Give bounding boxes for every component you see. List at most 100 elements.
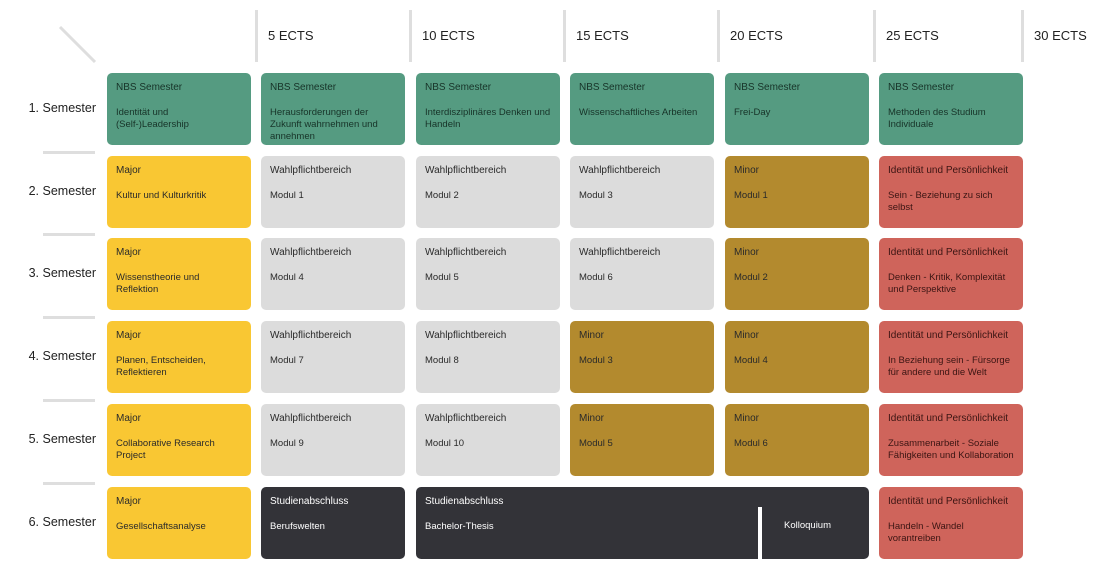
cell-title: Identität und Persönlichkeit [888, 496, 1009, 507]
module-cell: Major Wissenstheorie und Reflektion [107, 238, 251, 310]
cell-title: Wahlpflichtbereich [425, 165, 507, 176]
module-cell: Major Gesellschaftsanalyse [107, 487, 251, 559]
cell-title: Wahlpflichtbereich [579, 247, 661, 258]
cell-title: Wahlpflichtbereich [425, 247, 507, 258]
row-separator [43, 316, 95, 319]
module-cell: NBS Semester Interdisziplinäres Denken un… [416, 73, 560, 145]
module-cell: Identität und Persönlichkeit Handeln - Wa… [879, 487, 1023, 559]
module-cell: Major Collaborative Research Project [107, 404, 251, 476]
cell-text: Bachelor-Thesis [425, 521, 494, 532]
module-cell: Wahlpflichtbereich Modul 1 [261, 156, 405, 228]
module-cell: Wahlpflichtbereich Modul 10 [416, 404, 560, 476]
module-cell: NBS Semester Herausforderungen der Zukunf… [261, 73, 405, 145]
cell-title: NBS Semester [888, 82, 955, 93]
cell-text: Modul 8 [425, 355, 459, 366]
cell-text: Berufswelten [270, 521, 325, 532]
semester-label: 2. Semester [28, 184, 96, 198]
divider-bar [758, 507, 762, 559]
cell-title: Wahlpflichtbereich [579, 165, 661, 176]
column-divider [1021, 10, 1024, 62]
cell-text: Handeln - Wandel vorantreiben [888, 521, 964, 544]
cell-text: Modul 4 [270, 272, 304, 283]
cell-title: Major [116, 413, 142, 424]
cell-text: Modul 5 [579, 438, 613, 449]
module-cell: Minor Modul 1 [725, 156, 869, 228]
cell-title: Identität und Persönlichkeit [888, 330, 1009, 341]
cell-text: Sein - Beziehung zu sich selbst [888, 190, 993, 213]
cell-title: Minor [734, 413, 760, 424]
cell-title: Major [116, 496, 142, 507]
column-header: 15 ECTS [576, 28, 629, 43]
semester-label: 3. Semester [28, 266, 96, 280]
cell-title: NBS Semester [579, 82, 646, 93]
module-cell: Minor Modul 4 [725, 321, 869, 393]
cell-text: Wissenstheorie und Reflektion [116, 272, 200, 295]
module-cell: NBS Semester Methoden des Studium Individ… [879, 73, 1023, 145]
cell-text: Modul 2 [425, 190, 459, 201]
cell-title: Studienabschluss [425, 496, 504, 507]
cell-title: Wahlpflichtbereich [425, 413, 507, 424]
cell-text: In Beziehung sein - Fürsorge für andere … [888, 355, 1010, 378]
module-cell: Identität und Persönlichkeit In Beziehung… [879, 321, 1023, 393]
cell-text: Kultur und Kulturkritik [116, 190, 207, 201]
cell-title: Minor [579, 330, 605, 341]
module-cell: Major Planen, Entscheiden, Reflektieren [107, 321, 251, 393]
module-cell: Major Kultur und Kulturkritik [107, 156, 251, 228]
module-cell: Minor Modul 5 [570, 404, 714, 476]
cell-extra: Kolloquium [784, 520, 831, 531]
module-cell: NBS Semester Frei-Day [725, 73, 869, 145]
column-divider [409, 10, 412, 62]
cell-text: Interdisziplinäres Denken und Handeln [425, 107, 551, 130]
cell-title: Studienabschluss [270, 496, 349, 507]
column-header: 20 ECTS [730, 28, 783, 43]
cell-title: NBS Semester [116, 82, 183, 93]
cell-text: Identität und (Self-)Leadership [116, 107, 189, 130]
semester-label: 4. Semester [28, 349, 96, 363]
cell-title: NBS Semester [270, 82, 337, 93]
module-cell: Identität und Persönlichkeit Zusammenarbe… [879, 404, 1023, 476]
module-cell: NBS Semester Wissenschaftliches Arbeiten [570, 73, 714, 145]
cell-title: Minor [579, 413, 605, 424]
cell-title: Wahlpflichtbereich [270, 330, 352, 341]
cell-title: Wahlpflichtbereich [270, 413, 352, 424]
corner-diagonal [58, 25, 97, 64]
module-cell: Wahlpflichtbereich Modul 5 [416, 238, 560, 310]
semester-label: 1. Semester [28, 101, 96, 115]
column-header: 30 ECTS [1034, 28, 1087, 43]
cell-title: NBS Semester [425, 82, 492, 93]
column-divider [563, 10, 566, 62]
cell-text: Frei-Day [734, 107, 771, 118]
cell-title: Minor [734, 165, 760, 176]
cell-text: Methoden des Studium Individuale [888, 107, 986, 130]
cell-title: Major [116, 330, 142, 341]
cell-text: Gesellschaftsanalyse [116, 521, 206, 532]
cell-text: Modul 5 [425, 272, 459, 283]
module-cell: Identität und Persönlichkeit Denken - Kri… [879, 238, 1023, 310]
module-cell: Wahlpflichtbereich Modul 9 [261, 404, 405, 476]
cell-text: Denken - Kritik, Komplexität und Perspek… [888, 272, 1006, 295]
row-separator [43, 482, 95, 485]
cell-text: Modul 10 [425, 438, 465, 449]
cell-title: Minor [734, 247, 760, 258]
row-separator [43, 151, 95, 154]
module-cell: Minor Modul 2 [725, 238, 869, 310]
module-cell: Wahlpflichtbereich Modul 2 [416, 156, 560, 228]
module-cell: NBS Semester Identität und (Self-)Leaders… [107, 73, 251, 145]
cell-text: Zusammenarbeit - Soziale Fähigkeiten und… [888, 438, 1014, 461]
row-separator [43, 233, 95, 236]
column-divider [873, 10, 876, 62]
module-cell: Minor Modul 6 [725, 404, 869, 476]
module-cell: Wahlpflichtbereich Modul 6 [570, 238, 714, 310]
cell-title: Wahlpflichtbereich [270, 247, 352, 258]
cell-title: Identität und Persönlichkeit [888, 165, 1009, 176]
cell-title: Minor [734, 330, 760, 341]
module-cell: Wahlpflichtbereich Modul 8 [416, 321, 560, 393]
cell-text: Modul 6 [579, 272, 613, 283]
cell-title: Major [116, 165, 142, 176]
cell-text: Modul 1 [734, 190, 768, 201]
module-cell: Wahlpflichtbereich Modul 7 [261, 321, 405, 393]
cell-title: Identität und Persönlichkeit [888, 247, 1009, 258]
cell-title: Wahlpflichtbereich [425, 330, 507, 341]
module-cell: Studienabschluss Bachelor-Thesis Kolloquiu… [416, 487, 869, 559]
